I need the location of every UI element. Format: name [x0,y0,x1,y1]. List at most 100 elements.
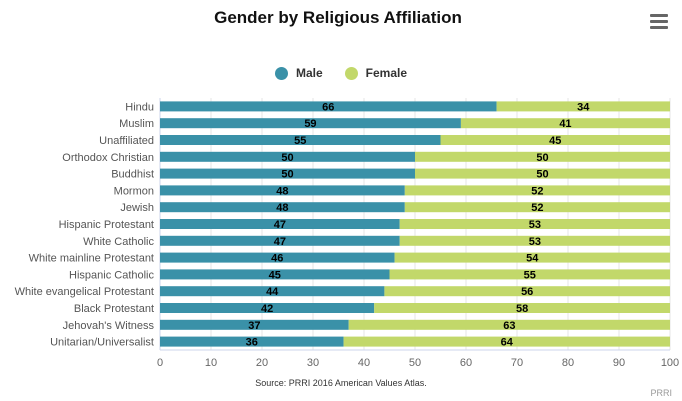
bar-male [160,168,415,179]
y-category-label: Mormon [114,185,154,197]
x-tick-label: 30 [307,357,319,369]
data-label-female: 53 [529,219,541,231]
data-label-female: 55 [524,269,536,281]
x-tick-label: 80 [562,357,574,369]
chart-title: Gender by Religious Affiliation [214,8,462,27]
data-label-female: 50 [536,169,548,181]
data-label-female: 58 [516,303,528,315]
data-label-male: 50 [281,169,293,181]
bar-female [404,185,670,196]
y-category-label: Black Protestant [74,303,154,315]
y-category-label: Unaffiliated [99,135,154,147]
bar-female [415,151,670,162]
data-label-male: 46 [271,253,283,265]
bar-female [343,336,670,347]
data-label-male: 36 [246,337,258,349]
data-label-female: 53 [529,236,541,248]
data-label-male: 48 [276,202,288,214]
y-category-label: Hispanic Catholic [69,269,154,281]
data-label-female: 52 [531,185,543,197]
data-label-male: 45 [269,269,281,281]
bar-male [160,286,385,297]
x-tick-label: 60 [460,357,472,369]
y-category-label: Jewish [120,202,154,214]
bar-female [404,202,670,213]
chart-legend: Male Female [0,66,682,80]
y-category-label: Hispanic Protestant [59,219,154,231]
bar-male [160,151,415,162]
y-category-label: White evangelical Protestant [15,286,154,298]
data-label-female: 45 [549,135,561,147]
data-label-female: 50 [536,152,548,164]
legend-marker-male [274,66,288,80]
y-category-label: Unitarian/Universalist [50,337,154,349]
bar-female [460,118,670,129]
x-tick-label: 40 [358,357,370,369]
bar-male [160,319,349,330]
data-label-female: 63 [503,320,515,332]
data-label-female: 34 [577,101,590,113]
bar-male [160,135,441,145]
y-category-label: Buddhist [111,169,154,181]
x-tick-label: 100 [661,357,679,369]
credit-label: PRRI [650,388,672,398]
data-label-male: 44 [266,286,279,298]
data-label-female: 64 [501,337,514,349]
bar-female [496,101,670,112]
y-category-label: White mainline Protestant [29,253,154,265]
data-label-male: 47 [274,219,286,231]
data-label-male: 47 [274,236,286,248]
data-label-male: 55 [294,135,306,147]
bar-male [160,185,405,196]
bar-male [160,269,390,280]
y-category-label: White Catholic [83,236,154,248]
y-category-label: Orthodox Christian [62,152,154,164]
bar-female [384,286,670,297]
bar-male [160,235,400,246]
data-label-female: 41 [559,118,571,130]
data-label-female: 56 [521,286,533,298]
data-label-female: 54 [526,253,539,265]
x-tick-label: 50 [409,357,421,369]
bar-female [399,219,670,229]
data-label-male: 66 [322,101,334,113]
bar-female [399,235,670,246]
x-tick-label: 0 [157,357,163,369]
y-category-label: Jehovah's Witness [63,320,155,332]
x-tick-label: 70 [511,357,523,369]
data-label-female: 52 [531,202,543,214]
bar-male [160,336,344,347]
legend-marker-female [344,66,358,80]
bar-female [440,135,670,145]
data-label-male: 37 [248,320,260,332]
bar-male [160,219,400,229]
menu-line [650,26,668,29]
source-note: Source: PRRI 2016 American Values Atlas. [255,378,427,388]
x-tick-label: 10 [205,357,217,369]
bar-male [160,202,405,213]
bar-male [160,101,497,112]
menu-line [650,20,668,23]
menu-line [650,14,668,17]
x-tick-label: 90 [613,357,625,369]
bar-male [160,303,375,313]
bar-female [348,319,670,330]
data-label-male: 48 [276,185,288,197]
y-category-label: Hindu [125,101,154,113]
bar-female [389,269,670,280]
data-label-male: 42 [261,303,273,315]
data-label-male: 59 [304,118,316,130]
bar-male [160,118,461,129]
hamburger-menu-icon[interactable] [650,14,668,32]
bar-male [160,252,395,263]
legend-label-female: Female [365,66,408,80]
legend-item-female[interactable]: Female [344,66,408,80]
legend-item-male[interactable]: Male [274,66,323,80]
bar-female [394,252,670,263]
bar-female [374,303,670,313]
bar-female [415,168,670,179]
x-tick-label: 20 [256,357,268,369]
y-category-label: Muslim [119,118,154,130]
legend-label-male: Male [295,66,323,80]
